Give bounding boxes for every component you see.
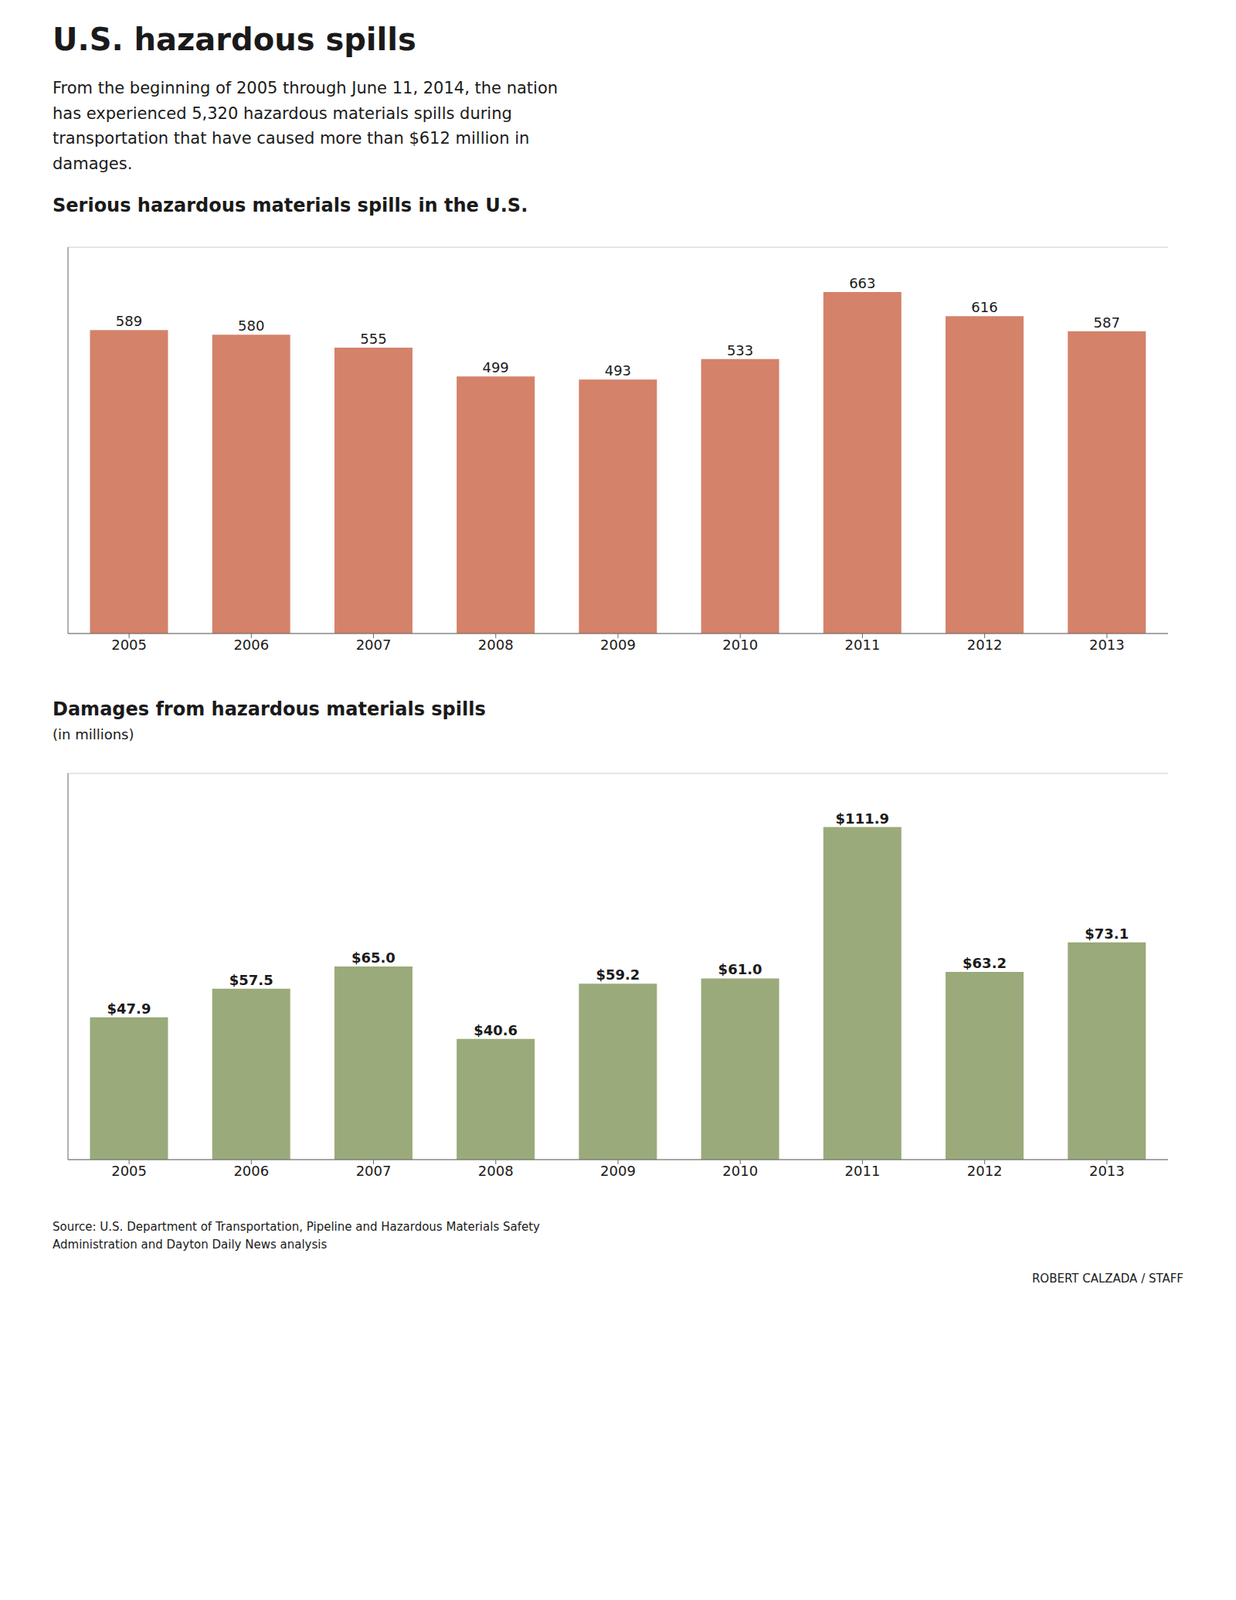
svg-text:2005: 2005 [111, 1162, 147, 1179]
svg-text:2012: 2012 [967, 636, 1003, 653]
html-text:Serious hazardous materials sp: Serious hazardous materials spills in th… [52, 194, 528, 217]
svg-text:2013: 2013 [1089, 636, 1125, 653]
svg-text:$61.0: $61.0 [718, 961, 763, 978]
svg-text:2007: 2007 [356, 1162, 392, 1179]
svg-text:2013: 2013 [1089, 1162, 1125, 1179]
html-text:Damages from hazardous materia: Damages from hazardous materials spills [52, 698, 486, 721]
svg-text:$63.2: $63.2 [962, 954, 1007, 972]
html-text:(in millions): (in millions) [52, 726, 135, 743]
svg-text:2008: 2008 [478, 636, 514, 653]
svg-text:499: 499 [482, 359, 509, 377]
svg-text:$111.9: $111.9 [835, 810, 890, 827]
svg-text:$65.0: $65.0 [351, 949, 396, 966]
svg-text:2006: 2006 [233, 636, 269, 653]
svg-text:587: 587 [1093, 314, 1121, 331]
svg-text:2005: 2005 [111, 636, 147, 653]
svg-text:$47.9: $47.9 [107, 1000, 152, 1017]
html-text:U.S. hazardous spills: U.S. hazardous spills [52, 21, 417, 58]
svg-text:2006: 2006 [233, 1162, 269, 1179]
svg-text:533: 533 [726, 342, 754, 359]
svg-text:2012: 2012 [967, 1162, 1003, 1179]
svg-text:$40.6: $40.6 [473, 1022, 518, 1039]
svg-text:$59.2: $59.2 [595, 966, 640, 983]
svg-text:580: 580 [237, 318, 265, 335]
svg-text:2010: 2010 [722, 636, 758, 653]
svg-text:493: 493 [604, 363, 632, 380]
svg-text:2008: 2008 [478, 1162, 514, 1179]
html-text:ROBERT CALZADA / STAFF: ROBERT CALZADA / STAFF [1031, 1271, 1184, 1286]
svg-text:2009: 2009 [600, 636, 636, 653]
svg-text:589: 589 [115, 313, 143, 330]
svg-text:663: 663 [848, 275, 876, 292]
svg-text:2007: 2007 [356, 636, 392, 653]
svg-text:2009: 2009 [600, 1162, 636, 1179]
svg-text:2011: 2011 [845, 1162, 881, 1179]
html-text:Source: U.S. Department of Tra: Source: U.S. Department of Transportatio… [52, 1219, 540, 1252]
svg-text:2011: 2011 [845, 636, 881, 653]
svg-text:$57.5: $57.5 [229, 971, 274, 989]
svg-text:616: 616 [971, 299, 998, 316]
svg-text:555: 555 [359, 330, 387, 347]
svg-text:2010: 2010 [722, 1162, 758, 1179]
svg-text:$73.1: $73.1 [1084, 925, 1129, 942]
html-text:From the beginning of 2005 thr: From the beginning of 2005 through June … [52, 78, 558, 173]
